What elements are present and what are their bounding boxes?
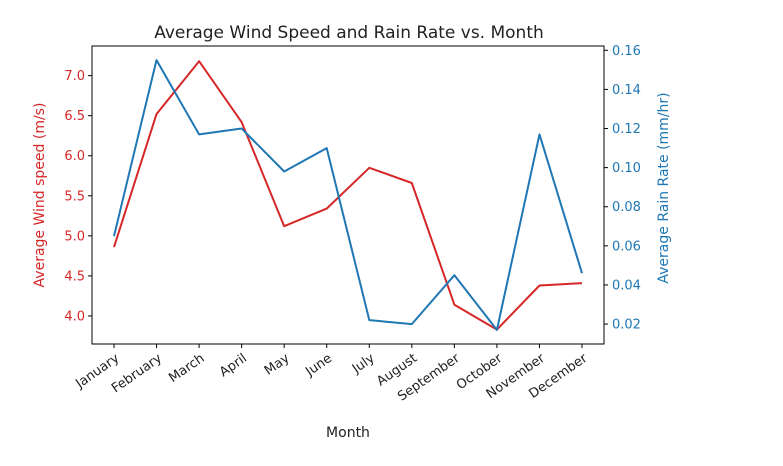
left-tick-label: 4.0 [64,309,85,324]
right-tick-label: 0.14 [612,83,641,98]
left-tick-label: 5.5 [64,189,85,204]
plot-area [91,45,605,345]
right-tick-label: 0.02 [612,318,641,333]
right-y-axis-label: Average Rain Rate (mm/hr) [656,92,672,283]
left-y-axis-label: Average Wind speed (m/s) [32,103,48,288]
right-tick-label: 0.16 [612,44,641,59]
left-tick-label: 6.0 [64,149,85,164]
right-tick-label: 0.10 [612,161,641,176]
x-tick-label: March [166,351,207,386]
left-y-axis: 4.0 4.5 5.0 5.5 6.0 6.5 7.0 [64,69,92,324]
x-axis-label: Month [326,425,370,441]
left-tick-label: 7.0 [64,69,85,84]
right-tick-label: 0.04 [612,278,641,293]
chart-title: Average Wind Speed and Rain Rate vs. Mon… [154,23,544,43]
series-lines [113,59,583,331]
x-tick-label: May [262,351,293,379]
x-tick-label: April [217,351,250,380]
right-tick-label: 0.08 [612,200,641,215]
left-tick-label: 5.0 [64,229,85,244]
rain-rate-line [113,59,583,331]
left-tick-label: 4.5 [64,269,85,284]
right-tick-label: 0.12 [612,122,641,137]
x-tick-label: June [302,351,335,380]
wind-speed-line [113,60,583,331]
right-tick-label: 0.06 [612,239,641,254]
left-tick-label: 6.5 [64,109,85,124]
right-y-axis: 0.02 0.04 0.06 0.08 0.10 0.12 0.14 0.16 [604,44,641,333]
x-tick-label: July [349,351,378,377]
